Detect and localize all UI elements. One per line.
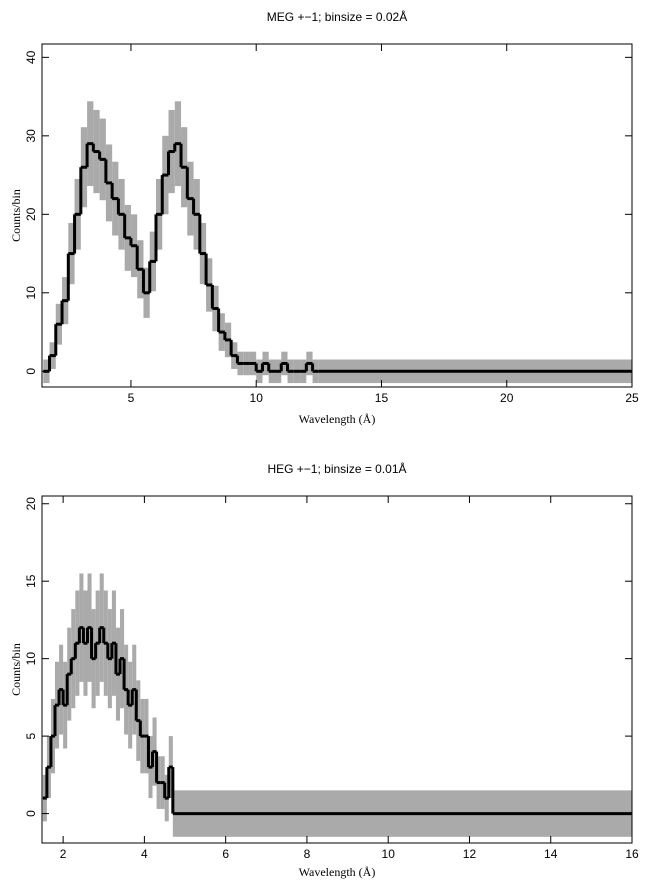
x-tick-label: 10 bbox=[250, 391, 264, 405]
y-tick-label: 40 bbox=[24, 50, 38, 64]
step-line bbox=[42, 626, 632, 816]
step-line bbox=[43, 142, 632, 373]
x-tick-label: 16 bbox=[625, 847, 639, 861]
x-tick-label: 2 bbox=[60, 847, 67, 861]
y-tick-label: 0 bbox=[24, 810, 38, 817]
y-tick-label: 20 bbox=[24, 497, 38, 511]
chart-title: MEG +−1; binsize = 0.02Å bbox=[267, 9, 407, 24]
panel: HEG +−1; binsize = 0.01Å Wavelength (Å) Co… bbox=[9, 461, 639, 879]
x-tick-label: 8 bbox=[304, 847, 311, 861]
y-tick-label: 10 bbox=[24, 652, 38, 666]
y-tick-label: 0 bbox=[24, 368, 38, 375]
x-axis-label: Wavelength (Å) bbox=[299, 865, 376, 879]
y-tick-label: 5 bbox=[24, 732, 38, 739]
plot-frame bbox=[41, 43, 633, 388]
chart-title: HEG +−1; binsize = 0.01Å bbox=[267, 461, 406, 476]
y-tick-label: 15 bbox=[24, 574, 38, 588]
x-tick-label: 6 bbox=[222, 847, 229, 861]
x-tick-label: 25 bbox=[625, 391, 639, 405]
y-axis-label: Counts/bin bbox=[9, 189, 23, 242]
x-tick-label: 14 bbox=[544, 847, 558, 861]
y-tick-label: 10 bbox=[24, 286, 38, 300]
x-tick-label: 15 bbox=[375, 391, 389, 405]
x-tick-label: 10 bbox=[382, 847, 396, 861]
y-axis-label: Counts/bin bbox=[9, 643, 23, 696]
panel: MEG +−1; binsize = 0.02Å Wavelength (Å) Co… bbox=[9, 9, 639, 426]
y-tick-label: 30 bbox=[24, 129, 38, 143]
x-axis-label: Wavelength (Å) bbox=[299, 412, 376, 426]
x-tick-label: 20 bbox=[500, 391, 514, 405]
x-tick-label: 12 bbox=[463, 847, 477, 861]
x-tick-label: 5 bbox=[128, 391, 135, 405]
y-tick-label: 20 bbox=[24, 207, 38, 221]
x-tick-label: 4 bbox=[141, 847, 148, 861]
plot-frame bbox=[41, 495, 633, 844]
